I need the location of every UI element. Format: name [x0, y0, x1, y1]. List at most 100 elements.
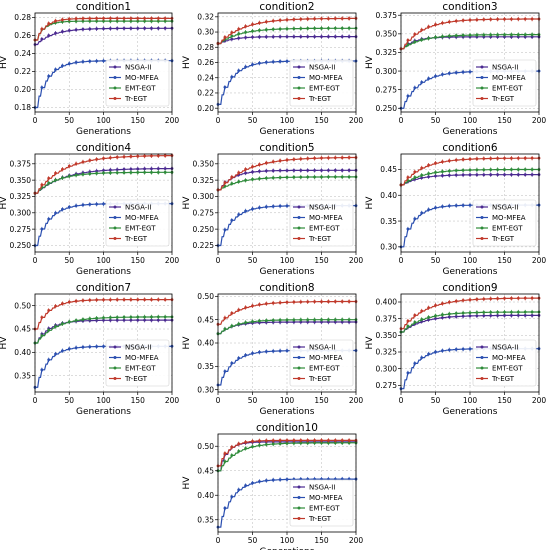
data-point — [285, 478, 289, 481]
data-point — [496, 33, 499, 37]
data-point — [441, 349, 444, 353]
data-point — [454, 173, 458, 177]
data-point — [95, 318, 99, 322]
data-point — [530, 156, 534, 160]
data-point — [313, 438, 316, 442]
x-axis-label: Generations — [76, 267, 131, 277]
data-point — [258, 28, 261, 32]
data-point — [47, 22, 51, 25]
data-point — [333, 156, 337, 160]
y-tick-label: 0.50 — [197, 442, 214, 451]
data-point — [81, 345, 85, 349]
data-point — [461, 298, 465, 302]
data-point — [523, 17, 527, 21]
data-point — [306, 300, 310, 304]
data-point — [516, 310, 520, 314]
y-tick-label: 0.20 — [197, 104, 214, 113]
data-point — [320, 26, 323, 30]
data-point — [54, 19, 57, 23]
data-point — [292, 35, 296, 39]
data-point — [258, 443, 261, 447]
legend-label: Tr-EGT — [308, 95, 332, 103]
data-point — [81, 318, 85, 321]
data-point — [516, 17, 520, 21]
data-point — [510, 310, 513, 314]
legend-label: MO-MFEA — [492, 214, 526, 222]
data-point — [420, 28, 424, 32]
data-point — [427, 172, 430, 175]
data-point — [163, 19, 167, 23]
data-point — [320, 35, 323, 39]
data-point — [489, 33, 493, 37]
data-point — [340, 26, 344, 30]
data-point — [271, 19, 275, 23]
data-point — [413, 320, 417, 324]
data-point — [306, 168, 310, 172]
data-point — [278, 349, 282, 353]
data-point — [47, 181, 51, 185]
x-tick-label: 100 — [280, 396, 295, 405]
data-point — [320, 438, 323, 442]
data-point — [496, 310, 499, 314]
data-point — [230, 75, 234, 79]
data-point — [102, 202, 105, 206]
legend-label: NSGA-II — [309, 344, 335, 352]
data-point — [108, 316, 112, 319]
data-point — [230, 361, 234, 365]
data-point — [285, 35, 289, 39]
chart-title: condition7 — [76, 282, 131, 294]
data-point — [530, 35, 534, 39]
data-point — [285, 59, 289, 63]
data-point — [47, 176, 51, 180]
data-point — [292, 27, 296, 31]
data-point — [136, 26, 140, 30]
data-point — [530, 168, 534, 171]
data-point — [115, 17, 119, 20]
y-tick-label: 0.26 — [14, 31, 31, 40]
data-point — [420, 176, 424, 180]
legend-label: NSGA-II — [492, 204, 518, 212]
data-point — [292, 320, 296, 324]
data-point — [285, 439, 289, 442]
legend-label: Tr-EGT — [124, 235, 148, 243]
data-point — [88, 203, 92, 206]
legend-marker — [480, 97, 484, 100]
legend-label: EMT-EGT — [125, 365, 156, 373]
legend-label: EMT-EGT — [309, 365, 340, 373]
data-point — [468, 203, 472, 207]
data-point — [230, 34, 234, 38]
y-tick-label: 0.325 — [376, 348, 398, 357]
data-point — [237, 449, 241, 453]
legend: NSGA-II MO-MFEA EMT-EGT Tr-EGT — [289, 199, 354, 247]
data-point — [340, 175, 344, 179]
y-tick-label: 0.250 — [10, 241, 32, 250]
data-point — [327, 168, 330, 172]
legend: NSGA-II MO-MFEA EMT-EGT Tr-EGT — [472, 59, 537, 107]
data-point — [251, 165, 254, 169]
data-point — [292, 441, 296, 445]
data-point — [223, 228, 227, 232]
data-point — [271, 349, 275, 353]
data-point — [251, 320, 254, 323]
data-point — [54, 325, 57, 328]
data-point — [447, 20, 451, 24]
data-point — [223, 460, 227, 463]
chart-1: 0.18 0.20 0.22 0.24 0.26 0.28 0 50 100 150 200 cond… — [0, 1, 179, 137]
data-point — [406, 227, 410, 231]
x-tick-label: 100 — [96, 256, 111, 265]
data-point — [81, 160, 85, 164]
data-point — [327, 438, 330, 442]
data-point — [95, 27, 99, 31]
data-point — [271, 301, 275, 305]
data-point — [447, 159, 451, 163]
legend-label: NSGA-II — [125, 344, 151, 352]
legend-marker — [297, 517, 301, 520]
data-point — [258, 206, 261, 209]
data-point — [468, 314, 472, 318]
y-tick-label: 0.22 — [197, 89, 214, 98]
data-point — [61, 322, 64, 326]
x-tick-label: 150 — [131, 396, 146, 405]
legend-marker — [113, 237, 117, 240]
data-point — [523, 173, 527, 177]
data-point — [136, 154, 140, 158]
